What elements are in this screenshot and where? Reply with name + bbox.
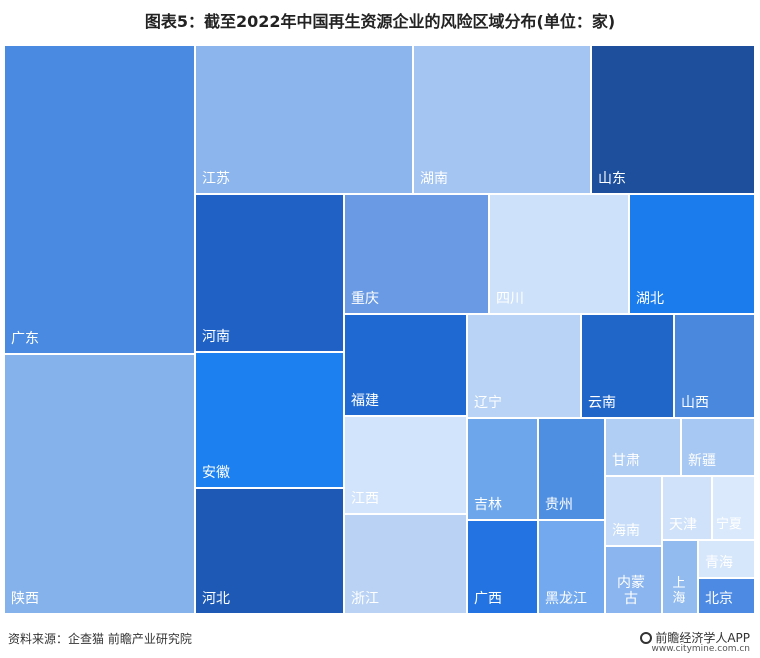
treemap-cell-label: 广东 bbox=[11, 330, 39, 347]
treemap-cell: 山西 bbox=[674, 314, 755, 418]
chart-title: 图表5：截至2022年中国再生资源企业的风险区域分布(单位：家) bbox=[144, 12, 616, 31]
treemap-cell-label: 新疆 bbox=[688, 452, 716, 469]
treemap-cell-label: 浙江 bbox=[351, 590, 379, 607]
treemap-cell-label: 黑龙江 bbox=[545, 590, 587, 607]
treemap-cell: 甘肃 bbox=[605, 418, 681, 476]
brand-url: www.citymine.com.cn bbox=[651, 644, 750, 654]
treemap-cell: 广东 bbox=[4, 45, 195, 354]
treemap-cell: 内蒙古 bbox=[605, 546, 662, 614]
source-note: 资料来源：企查猫 前瞻产业研究院 bbox=[8, 632, 192, 646]
treemap-cell: 广西 bbox=[467, 520, 538, 614]
treemap-cell-label: 天津 bbox=[669, 516, 697, 533]
treemap-cell-label: 安徽 bbox=[202, 464, 230, 481]
treemap-cell-label: 四川 bbox=[496, 290, 524, 307]
brand-label: 前瞻经济学人APP bbox=[640, 629, 750, 646]
treemap-cell: 新疆 bbox=[681, 418, 755, 476]
treemap-cell-label: 江苏 bbox=[202, 170, 230, 187]
treemap-cell-label: 重庆 bbox=[351, 290, 379, 307]
treemap-cell-label: 甘肃 bbox=[612, 452, 640, 469]
treemap-cell-label: 山东 bbox=[598, 170, 626, 187]
treemap-cell-label: 福建 bbox=[351, 392, 379, 409]
treemap-cell: 浙江 bbox=[344, 514, 467, 614]
treemap-cell: 海南 bbox=[605, 476, 662, 546]
treemap-cell: 河南 bbox=[195, 194, 344, 352]
treemap-cell-label: 湖北 bbox=[636, 290, 664, 307]
treemap-cell: 天津 bbox=[662, 476, 712, 540]
treemap-cell-label: 湖南 bbox=[420, 170, 448, 187]
treemap-cell: 上海 bbox=[662, 540, 698, 614]
treemap-cell: 四川 bbox=[489, 194, 629, 314]
treemap-cell: 安徽 bbox=[195, 352, 344, 488]
treemap-cell: 黑龙江 bbox=[538, 520, 605, 614]
treemap-cell-label: 云南 bbox=[588, 394, 616, 411]
treemap-cell-label: 宁夏 bbox=[716, 517, 743, 533]
treemap-cell: 江苏 bbox=[195, 45, 413, 194]
treemap-cell: 云南 bbox=[581, 314, 674, 418]
treemap-cell-label: 内蒙古 bbox=[617, 574, 645, 607]
treemap-cell: 陕西 bbox=[4, 354, 195, 614]
treemap-cell-label: 北京 bbox=[705, 590, 733, 607]
treemap-cell: 辽宁 bbox=[467, 314, 581, 418]
treemap-cell: 宁夏 bbox=[712, 476, 755, 540]
treemap-cell: 青海 bbox=[698, 540, 755, 578]
treemap-cell: 江西 bbox=[344, 416, 467, 514]
treemap-cell-label: 贵州 bbox=[545, 496, 573, 513]
treemap-cell: 吉林 bbox=[467, 418, 538, 520]
treemap-cell: 湖南 bbox=[413, 45, 591, 194]
treemap-cell-label: 吉林 bbox=[474, 496, 502, 513]
treemap-cell-label: 陕西 bbox=[11, 590, 39, 607]
treemap-cell: 山东 bbox=[591, 45, 755, 194]
brand-text: 前瞻经济学人APP bbox=[655, 631, 750, 645]
treemap-cell: 贵州 bbox=[538, 418, 605, 520]
treemap-cell-label: 辽宁 bbox=[474, 394, 502, 411]
treemap-cell-label: 广西 bbox=[474, 590, 502, 607]
treemap-cell-label: 山西 bbox=[681, 394, 709, 411]
treemap-cell: 河北 bbox=[195, 488, 344, 614]
treemap-cell-label: 上海 bbox=[672, 576, 686, 607]
treemap-cell-label: 江西 bbox=[351, 490, 379, 507]
treemap-cell-label: 海南 bbox=[612, 522, 640, 539]
treemap-cell: 湖北 bbox=[629, 194, 755, 314]
treemap-cell-label: 青海 bbox=[705, 554, 733, 571]
brand-logo-icon bbox=[640, 632, 653, 644]
treemap-cell: 福建 bbox=[344, 314, 467, 416]
treemap-cell-label: 河北 bbox=[202, 590, 230, 607]
treemap-cell: 北京 bbox=[698, 578, 755, 614]
treemap-cell: 重庆 bbox=[344, 194, 489, 314]
treemap-cell-label: 河南 bbox=[202, 328, 230, 345]
